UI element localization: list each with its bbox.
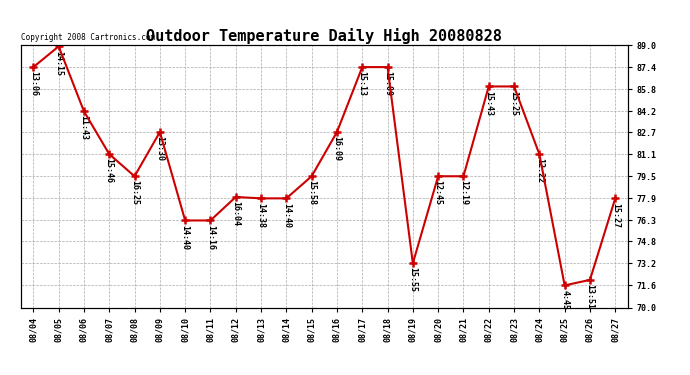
Text: 14:15: 14:15 bbox=[54, 51, 63, 75]
Text: 14:40: 14:40 bbox=[181, 225, 190, 250]
Text: 16:09: 16:09 bbox=[333, 136, 342, 161]
Text: 4:45: 4:45 bbox=[560, 290, 569, 309]
Text: 12:22: 12:22 bbox=[535, 158, 544, 183]
Text: 13:51: 13:51 bbox=[585, 284, 595, 309]
Text: 15:25: 15:25 bbox=[509, 91, 519, 116]
Text: 16:25: 16:25 bbox=[130, 180, 139, 206]
Text: 15:46: 15:46 bbox=[105, 158, 114, 183]
Text: 14:16: 14:16 bbox=[206, 225, 215, 250]
Text: 15:09: 15:09 bbox=[383, 71, 392, 96]
Text: 14:40: 14:40 bbox=[282, 202, 291, 228]
Title: Outdoor Temperature Daily High 20080828: Outdoor Temperature Daily High 20080828 bbox=[146, 28, 502, 44]
Text: 12:45: 12:45 bbox=[433, 180, 443, 206]
Text: 15:55: 15:55 bbox=[408, 267, 417, 292]
Text: 13:06: 13:06 bbox=[29, 71, 38, 96]
Text: 15:27: 15:27 bbox=[611, 202, 620, 228]
Text: 15:58: 15:58 bbox=[307, 180, 316, 206]
Text: 16:04: 16:04 bbox=[231, 201, 240, 226]
Text: 15:13: 15:13 bbox=[357, 71, 367, 96]
Text: 11:43: 11:43 bbox=[79, 116, 88, 141]
Text: 15:43: 15:43 bbox=[484, 91, 493, 116]
Text: 12:19: 12:19 bbox=[459, 180, 468, 206]
Text: 13:30: 13:30 bbox=[155, 136, 164, 161]
Text: 14:38: 14:38 bbox=[257, 202, 266, 228]
Text: Copyright 2008 Cartronics.com: Copyright 2008 Cartronics.com bbox=[21, 33, 155, 42]
